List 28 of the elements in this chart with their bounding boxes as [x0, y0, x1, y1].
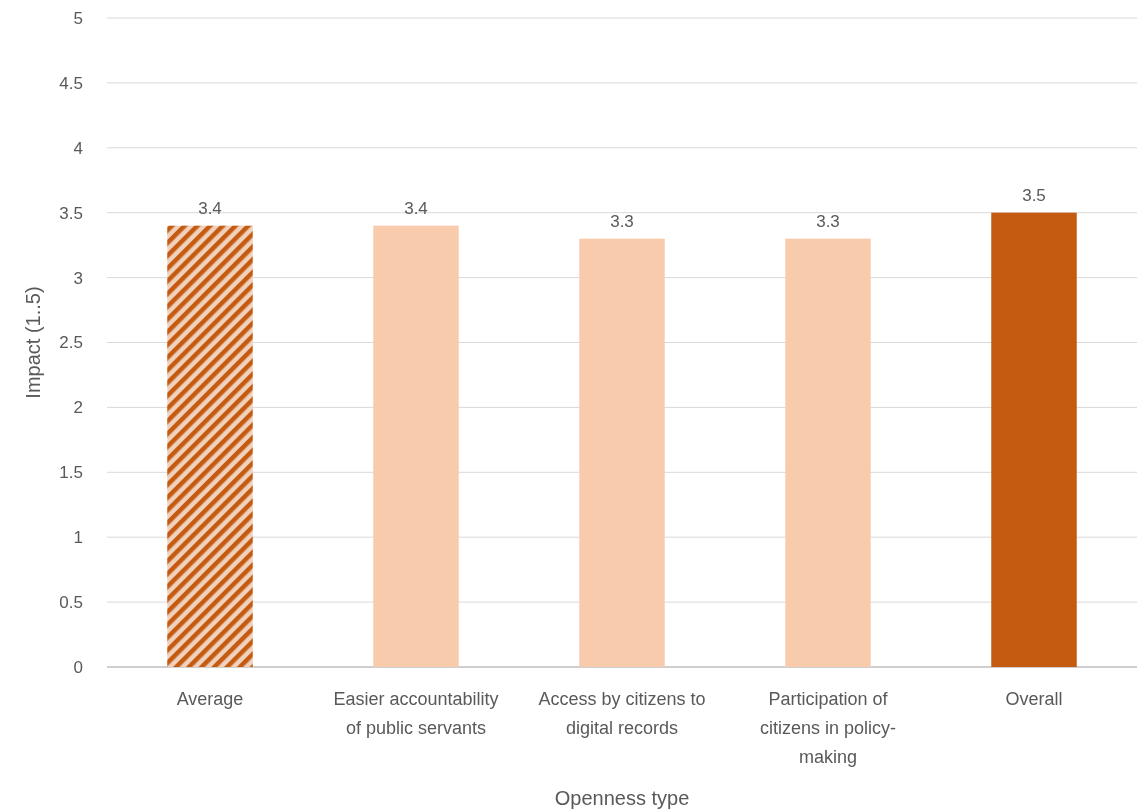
bar	[373, 225, 459, 667]
bar	[579, 238, 665, 667]
data-label: 3.4	[198, 198, 222, 218]
y-tick-label: 0.5	[59, 593, 83, 613]
bar	[167, 225, 253, 667]
bar	[991, 212, 1077, 667]
x-tick-label: Access by citizens to digital records	[538, 689, 706, 738]
x-tick-label: Overall	[1005, 689, 1063, 709]
y-tick-label: 4	[73, 138, 83, 158]
data-label: 3.3	[610, 211, 634, 231]
y-tick-label: 3.5	[59, 203, 83, 223]
data-label: 3.3	[816, 211, 840, 231]
y-axis-title: Impact (1..5)	[22, 286, 44, 399]
y-tick-label: 0	[73, 657, 83, 677]
x-tick-label: Participation of citizens in policy-making	[759, 689, 897, 767]
y-tick-label: 2	[73, 398, 83, 418]
x-tick-label: Easier accountability of public servants	[333, 689, 499, 738]
y-tick-label: 3	[73, 268, 83, 288]
x-axis-title: Openness type	[554, 787, 690, 809]
bar	[785, 238, 871, 667]
y-tick-label: 1	[73, 528, 83, 548]
data-label: 3.5	[1022, 185, 1046, 205]
x-tick-label: Average	[176, 689, 244, 709]
y-tick-label: 2.5	[59, 333, 83, 353]
y-tick-label: 4.5	[59, 73, 83, 93]
data-label: 3.4	[404, 198, 428, 218]
y-tick-label: 5	[73, 8, 83, 28]
y-tick-label: 1.5	[59, 463, 83, 483]
